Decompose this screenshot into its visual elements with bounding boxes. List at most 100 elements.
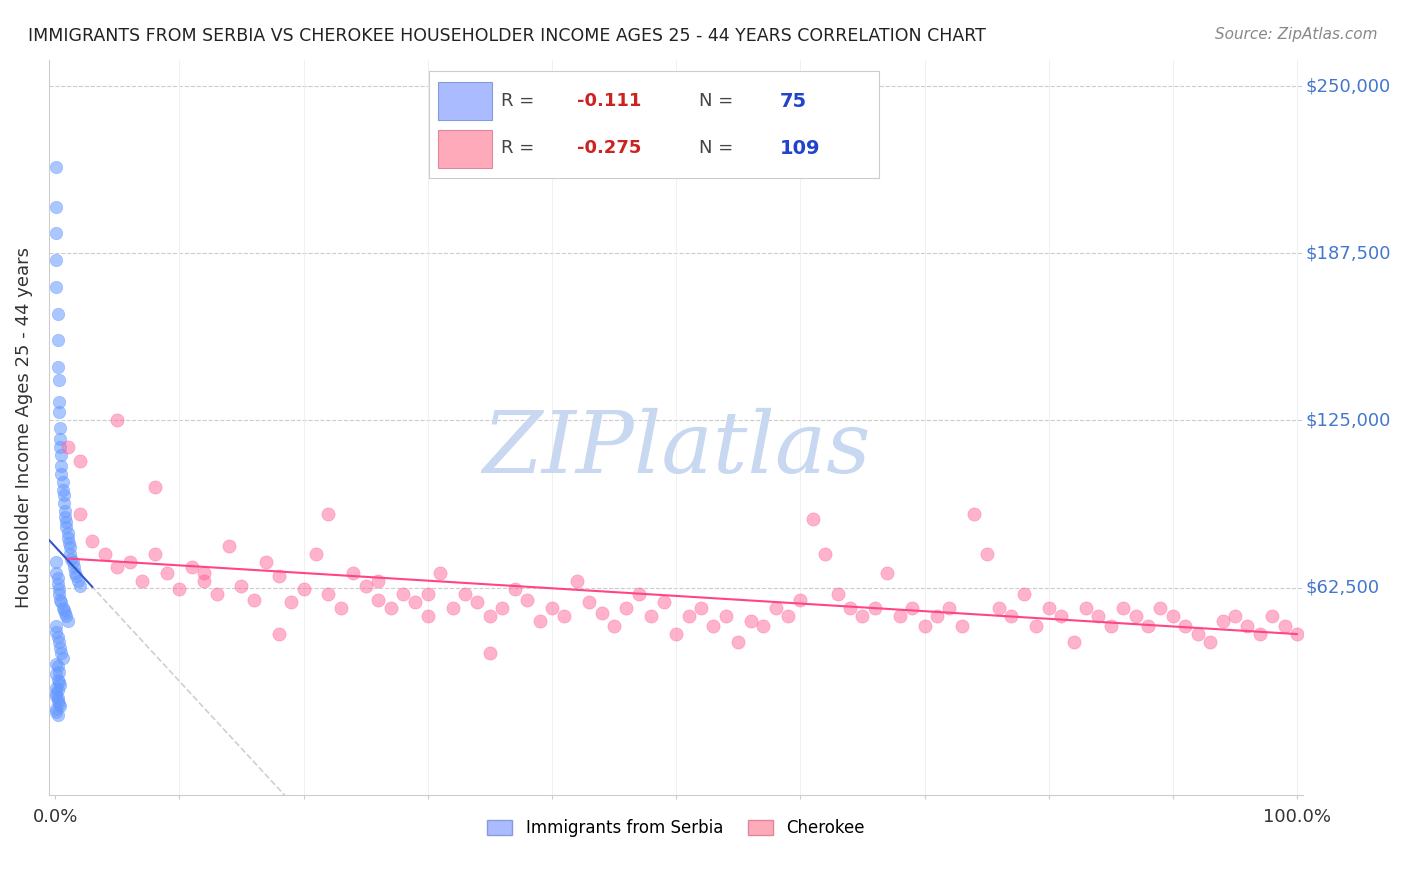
Point [62, 560, 84, 574]
Point [342, 566, 364, 580]
Point [839, 600, 862, 615]
Text: $62,500: $62,500 [1306, 579, 1379, 597]
Point [51, 448, 73, 462]
Text: Source: ZipAtlas.com: Source: ZipAtlas.com [1215, 27, 1378, 42]
Point [565, 574, 588, 588]
Point [45, 702, 67, 716]
Text: 100.0%: 100.0% [1263, 808, 1331, 826]
Point [1012, 587, 1035, 601]
Point [118, 555, 141, 569]
Point [318, 587, 340, 601]
Point [49, 421, 72, 435]
Point [46, 359, 69, 374]
Point [48, 394, 70, 409]
Point [553, 608, 575, 623]
Point [52, 488, 75, 502]
Point [478, 608, 501, 623]
Point [578, 595, 600, 609]
Point [467, 595, 489, 609]
Point [789, 592, 811, 607]
Point [48, 373, 70, 387]
Point [205, 587, 228, 601]
Point [62, 555, 84, 569]
Point [901, 600, 924, 615]
Point [45, 200, 67, 214]
Point [49, 699, 72, 714]
Point [45, 566, 67, 580]
Point [45, 624, 67, 639]
Point [52, 603, 75, 617]
Point [404, 595, 426, 609]
Point [267, 627, 290, 641]
Point [529, 614, 551, 628]
Point [45, 160, 67, 174]
Point [48, 405, 70, 419]
Point [46, 333, 69, 347]
Point [1050, 608, 1073, 623]
Point [1112, 600, 1135, 615]
Point [1212, 614, 1234, 628]
Point [45, 555, 67, 569]
Point [727, 635, 749, 649]
Point [45, 667, 67, 681]
Point [45, 705, 67, 719]
Point [51, 595, 73, 609]
Point [429, 566, 451, 580]
Point [218, 539, 240, 553]
Text: -0.111: -0.111 [578, 93, 641, 111]
Point [1025, 619, 1047, 633]
Point [627, 587, 650, 601]
Text: N =: N = [699, 93, 733, 111]
Point [1274, 619, 1296, 633]
Point [950, 619, 973, 633]
Point [52, 651, 75, 665]
Point [1063, 635, 1085, 649]
Point [63, 566, 86, 580]
Point [105, 560, 128, 574]
Text: 75: 75 [780, 92, 807, 111]
Point [380, 600, 402, 615]
Point [914, 619, 936, 633]
Point [851, 608, 873, 623]
Point [56, 614, 79, 628]
Point [416, 587, 439, 601]
FancyBboxPatch shape [437, 82, 492, 120]
Text: 0.0%: 0.0% [32, 808, 77, 826]
Point [292, 582, 315, 596]
Point [441, 600, 464, 615]
Point [52, 496, 75, 510]
Point [267, 568, 290, 582]
Point [1099, 619, 1122, 633]
Point [1161, 608, 1184, 623]
Point [46, 691, 69, 706]
Point [541, 600, 564, 615]
Y-axis label: Householder Income Ages 25 - 44 years: Householder Income Ages 25 - 44 years [15, 247, 32, 607]
Point [516, 592, 538, 607]
Point [503, 582, 526, 596]
Point [1000, 608, 1022, 623]
Point [1087, 608, 1109, 623]
Point [1187, 627, 1209, 641]
Point [169, 582, 191, 596]
Point [46, 694, 69, 708]
Point [1261, 608, 1284, 623]
Point [603, 619, 626, 633]
Point [48, 582, 70, 596]
Point [392, 587, 415, 601]
Point [988, 600, 1011, 615]
Point [814, 547, 837, 561]
Point [46, 673, 69, 687]
Point [231, 579, 253, 593]
Point [49, 432, 72, 446]
Point [478, 646, 501, 660]
Point [46, 683, 69, 698]
Point [1074, 600, 1097, 615]
Point [1236, 619, 1258, 633]
Point [1149, 600, 1171, 615]
Text: R =: R = [501, 93, 534, 111]
Point [45, 689, 67, 703]
Point [416, 608, 439, 623]
Point [243, 592, 266, 607]
Point [52, 600, 75, 615]
Point [49, 592, 72, 607]
